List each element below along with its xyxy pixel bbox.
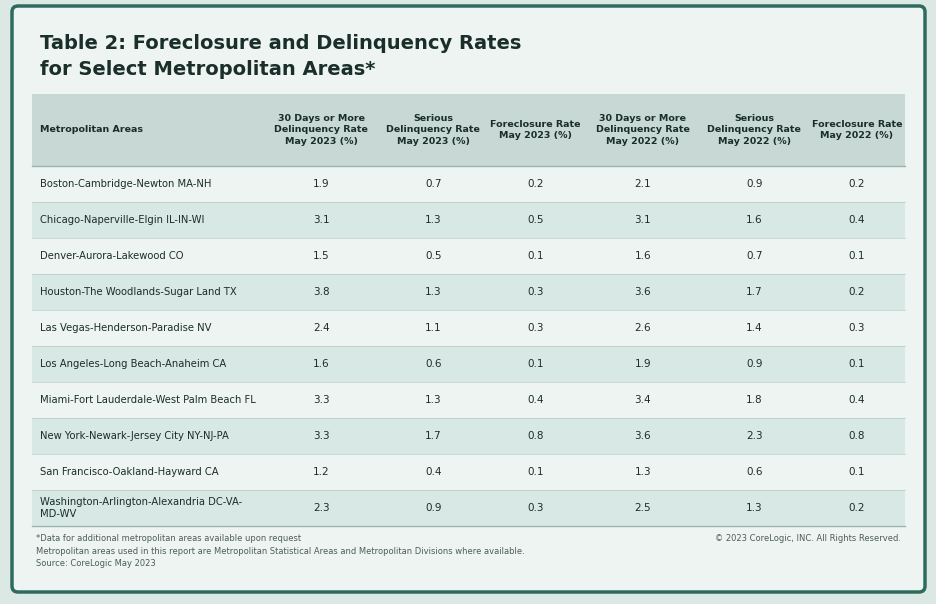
- Text: 0.4: 0.4: [848, 395, 864, 405]
- Text: 1.2: 1.2: [313, 467, 329, 477]
- Text: Foreclosure Rate
May 2022 (%): Foreclosure Rate May 2022 (%): [811, 120, 901, 140]
- Text: 0.8: 0.8: [848, 431, 864, 441]
- Text: 0.2: 0.2: [848, 503, 864, 513]
- Text: 3.1: 3.1: [634, 215, 651, 225]
- Text: Serious
Delinquency Rate
May 2022 (%): Serious Delinquency Rate May 2022 (%): [707, 114, 800, 146]
- Text: 0.5: 0.5: [424, 251, 441, 261]
- Text: Denver-Aurora-Lakewood CO: Denver-Aurora-Lakewood CO: [40, 251, 183, 261]
- Text: Metropolitan Areas: Metropolitan Areas: [40, 126, 143, 135]
- Text: for Select Metropolitan Areas*: for Select Metropolitan Areas*: [40, 60, 375, 79]
- Bar: [32, 454, 904, 490]
- Text: 0.5: 0.5: [527, 215, 544, 225]
- Text: 2.5: 2.5: [634, 503, 651, 513]
- Text: 3.4: 3.4: [634, 395, 651, 405]
- Bar: [32, 382, 904, 418]
- Text: 2.3: 2.3: [313, 503, 329, 513]
- Text: 0.4: 0.4: [424, 467, 441, 477]
- Text: 1.6: 1.6: [745, 215, 762, 225]
- Text: 1.8: 1.8: [745, 395, 762, 405]
- Text: 1.6: 1.6: [313, 359, 329, 369]
- Text: *Data for additional metropolitan areas available upon request
Metropolitan area: *Data for additional metropolitan areas …: [36, 534, 524, 568]
- Text: 0.3: 0.3: [527, 287, 544, 297]
- Text: 0.4: 0.4: [527, 395, 544, 405]
- Text: 1.7: 1.7: [745, 287, 762, 297]
- Text: 1.3: 1.3: [424, 287, 441, 297]
- Text: 30 Days or More
Delinquency Rate
May 2022 (%): 30 Days or More Delinquency Rate May 202…: [595, 114, 689, 146]
- Bar: [32, 490, 904, 526]
- Bar: [32, 346, 904, 382]
- FancyBboxPatch shape: [12, 6, 924, 592]
- Text: 0.9: 0.9: [745, 359, 762, 369]
- Text: 0.9: 0.9: [424, 503, 441, 513]
- Text: 0.6: 0.6: [424, 359, 441, 369]
- Text: 1.5: 1.5: [313, 251, 329, 261]
- Text: Boston-Cambridge-Newton MA-NH: Boston-Cambridge-Newton MA-NH: [40, 179, 212, 189]
- Text: Washington-Arlington-Alexandria DC-VA-
MD-WV: Washington-Arlington-Alexandria DC-VA- M…: [40, 496, 242, 519]
- Text: 0.2: 0.2: [527, 179, 544, 189]
- Text: 0.1: 0.1: [848, 251, 864, 261]
- Text: Las Vegas-Henderson-Paradise NV: Las Vegas-Henderson-Paradise NV: [40, 323, 212, 333]
- Text: 0.1: 0.1: [527, 251, 544, 261]
- Text: 1.9: 1.9: [313, 179, 329, 189]
- Text: 1.6: 1.6: [634, 251, 651, 261]
- Text: 30 Days or More
Delinquency Rate
May 2023 (%): 30 Days or More Delinquency Rate May 202…: [274, 114, 368, 146]
- Bar: [32, 274, 904, 310]
- Text: 3.6: 3.6: [634, 431, 651, 441]
- Text: 0.6: 0.6: [745, 467, 762, 477]
- Text: Foreclosure Rate
May 2023 (%): Foreclosure Rate May 2023 (%): [490, 120, 580, 140]
- Text: 0.8: 0.8: [527, 431, 544, 441]
- Text: 0.3: 0.3: [527, 503, 544, 513]
- Text: New York-Newark-Jersey City NY-NJ-PA: New York-Newark-Jersey City NY-NJ-PA: [40, 431, 228, 441]
- Text: 0.7: 0.7: [745, 251, 762, 261]
- Text: 2.3: 2.3: [745, 431, 762, 441]
- Text: 0.2: 0.2: [848, 179, 864, 189]
- Bar: [32, 202, 904, 238]
- Text: Table 2: Foreclosure and Delinquency Rates: Table 2: Foreclosure and Delinquency Rat…: [40, 34, 520, 53]
- Text: 1.4: 1.4: [745, 323, 762, 333]
- Text: 1.3: 1.3: [745, 503, 762, 513]
- Text: Houston-The Woodlands-Sugar Land TX: Houston-The Woodlands-Sugar Land TX: [40, 287, 237, 297]
- Text: 1.9: 1.9: [634, 359, 651, 369]
- Text: 0.7: 0.7: [424, 179, 441, 189]
- Text: 3.8: 3.8: [313, 287, 329, 297]
- Text: 0.4: 0.4: [848, 215, 864, 225]
- Text: 1.1: 1.1: [424, 323, 441, 333]
- Text: 1.3: 1.3: [634, 467, 651, 477]
- Bar: [32, 418, 904, 454]
- Bar: [32, 238, 904, 274]
- Text: 1.3: 1.3: [424, 395, 441, 405]
- Text: 0.2: 0.2: [848, 287, 864, 297]
- Text: 2.6: 2.6: [634, 323, 651, 333]
- Text: 0.1: 0.1: [848, 359, 864, 369]
- Text: Chicago-Naperville-Elgin IL-IN-WI: Chicago-Naperville-Elgin IL-IN-WI: [40, 215, 204, 225]
- Text: 0.3: 0.3: [527, 323, 544, 333]
- Text: 3.3: 3.3: [313, 395, 329, 405]
- Text: 3.1: 3.1: [313, 215, 329, 225]
- Bar: [32, 94, 904, 166]
- Text: 2.4: 2.4: [313, 323, 329, 333]
- Text: 0.1: 0.1: [848, 467, 864, 477]
- Text: 0.9: 0.9: [745, 179, 762, 189]
- Text: 1.7: 1.7: [424, 431, 441, 441]
- Bar: [32, 310, 904, 346]
- Text: 2.1: 2.1: [634, 179, 651, 189]
- Text: 1.3: 1.3: [424, 215, 441, 225]
- Text: 0.1: 0.1: [527, 467, 544, 477]
- Text: 0.1: 0.1: [527, 359, 544, 369]
- Bar: [32, 166, 904, 202]
- Text: 3.6: 3.6: [634, 287, 651, 297]
- Text: 0.3: 0.3: [848, 323, 864, 333]
- Text: Serious
Delinquency Rate
May 2023 (%): Serious Delinquency Rate May 2023 (%): [386, 114, 479, 146]
- Text: Los Angeles-Long Beach-Anaheim CA: Los Angeles-Long Beach-Anaheim CA: [40, 359, 226, 369]
- Text: San Francisco-Oakland-Hayward CA: San Francisco-Oakland-Hayward CA: [40, 467, 218, 477]
- Text: 3.3: 3.3: [313, 431, 329, 441]
- Text: Miami-Fort Lauderdale-West Palm Beach FL: Miami-Fort Lauderdale-West Palm Beach FL: [40, 395, 256, 405]
- Text: © 2023 CoreLogic, INC. All Rights Reserved.: © 2023 CoreLogic, INC. All Rights Reserv…: [714, 534, 900, 543]
